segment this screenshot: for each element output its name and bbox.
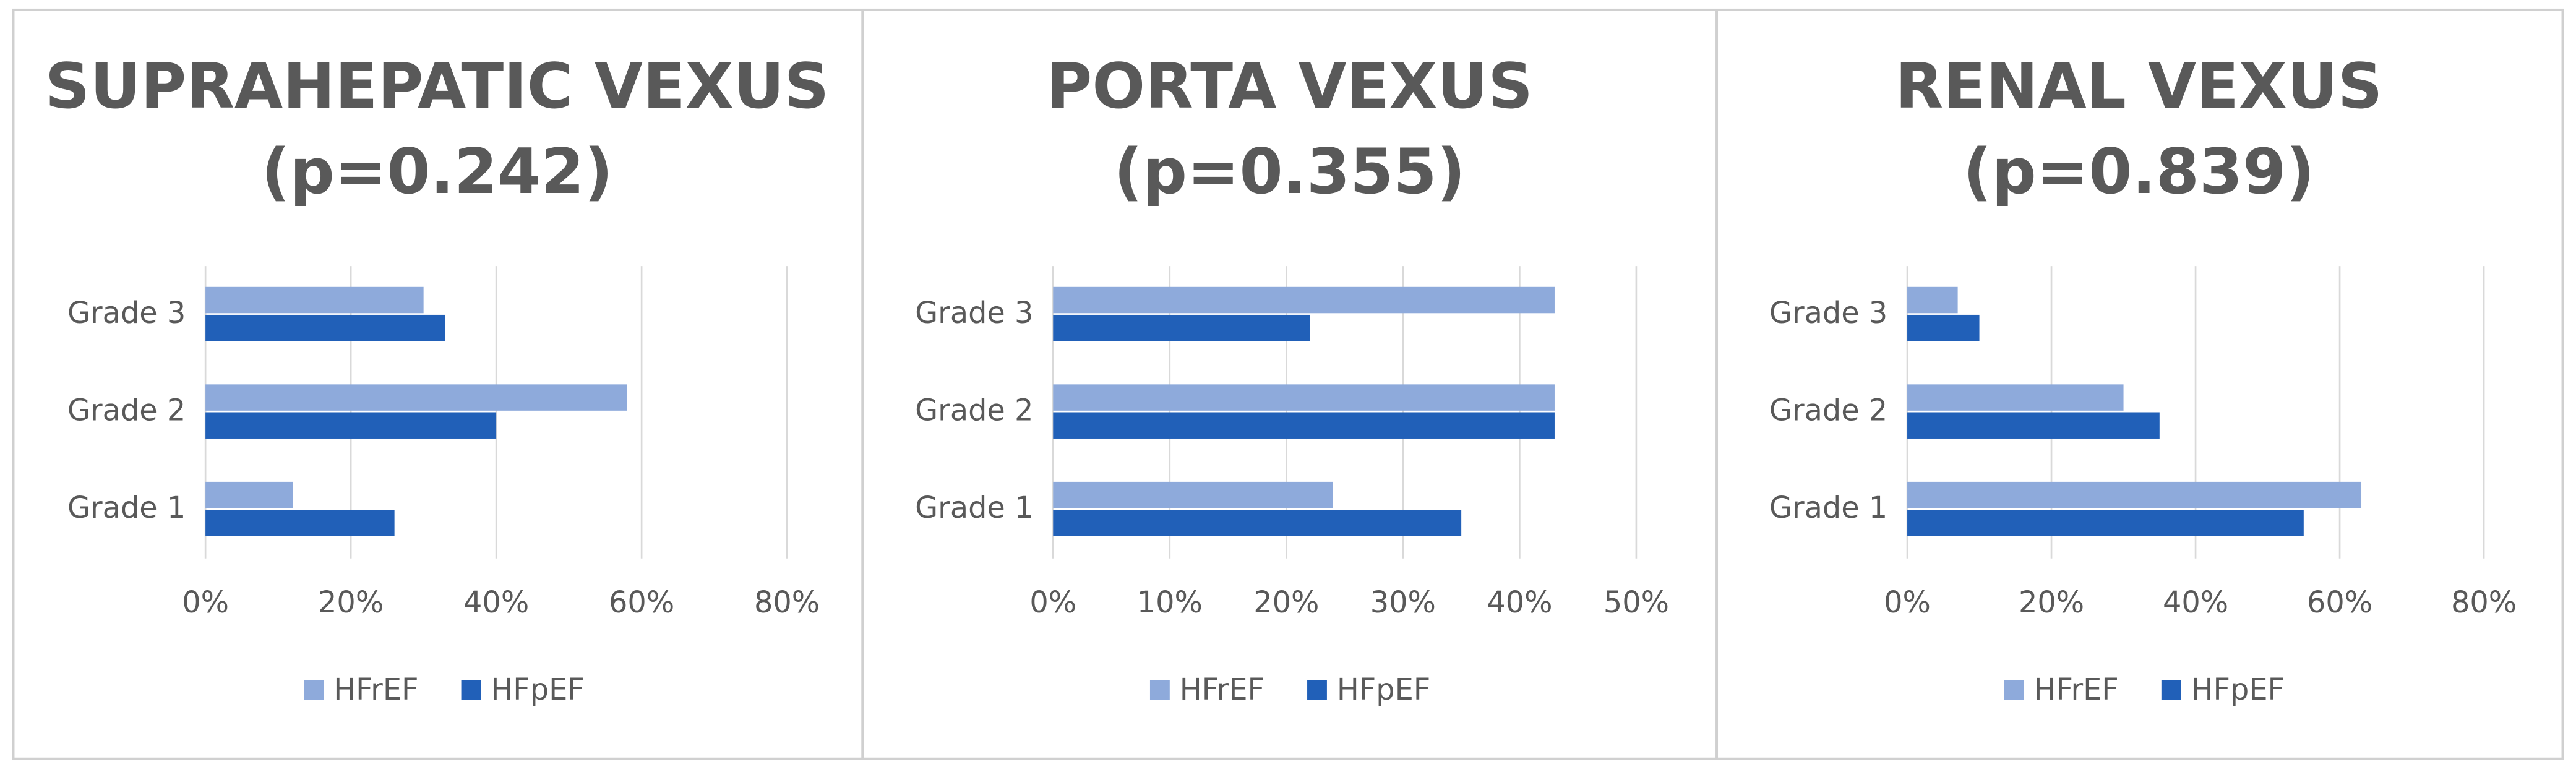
bar	[1053, 412, 1555, 439]
legend-label: HFpEF	[1337, 673, 1430, 707]
x-tick-label: 40%	[463, 586, 529, 620]
legend-swatch	[2161, 680, 2181, 700]
x-tick-label: 10%	[1137, 586, 1203, 620]
bar	[1907, 384, 2124, 411]
category-label: Grade 3	[915, 296, 1033, 330]
chart-title: RENAL VEXUS	[1895, 49, 2382, 122]
bar	[1053, 384, 1555, 411]
category-label: Grade 2	[915, 393, 1033, 427]
x-tick-label: 50%	[1604, 586, 1669, 620]
x-tick-label: 20%	[1253, 586, 1319, 620]
legend-label: HFrEF	[1180, 673, 1264, 707]
bar	[1053, 314, 1310, 341]
bar	[1907, 286, 1958, 314]
x-tick-label: 0%	[1029, 586, 1076, 620]
x-tick-label: 80%	[2451, 586, 2517, 620]
bar	[205, 510, 395, 536]
bar	[205, 481, 293, 508]
legend-swatch	[1307, 680, 1327, 700]
category-label: Grade 1	[915, 491, 1033, 525]
x-tick-label: 80%	[754, 586, 820, 620]
bar	[1053, 286, 1555, 314]
legend-label: HFrEF	[333, 673, 418, 707]
x-tick-label: 0%	[1884, 586, 1931, 620]
legend-label: HFpEF	[2191, 673, 2285, 707]
x-tick-label: 30%	[1370, 586, 1436, 620]
x-tick-label: 40%	[1487, 586, 1552, 620]
bar	[205, 286, 424, 314]
x-tick-label: 60%	[2307, 586, 2372, 620]
category-label: Grade 1	[67, 491, 186, 525]
legend-label: HFpEF	[491, 673, 584, 707]
category-label: Grade 2	[67, 393, 186, 427]
bar	[1907, 314, 1980, 341]
legend-swatch	[304, 680, 324, 700]
category-label: Grade 2	[1769, 393, 1887, 427]
chart-title: PORTA VEXUS	[1046, 49, 1532, 122]
legend-label: HFrEF	[2034, 673, 2119, 707]
bar	[1907, 510, 2304, 536]
bar	[205, 384, 627, 411]
bar	[1907, 481, 2362, 508]
legend-swatch	[1149, 680, 1170, 700]
chart-subtitle: (p=0.355)	[1114, 135, 1466, 208]
chart-subtitle: (p=0.242)	[261, 135, 612, 208]
chart-title: SUPRAHEPATIC VEXUS	[45, 49, 830, 122]
bar	[1053, 481, 1333, 508]
chart-subtitle: (p=0.839)	[1963, 135, 2314, 208]
category-label: Grade 3	[67, 296, 186, 330]
legend-swatch	[2004, 680, 2024, 700]
x-tick-label: 20%	[318, 586, 384, 620]
x-tick-label: 0%	[182, 586, 229, 620]
x-tick-label: 60%	[609, 586, 674, 620]
bar	[1907, 412, 2160, 439]
bar	[205, 314, 445, 341]
category-label: Grade 1	[1769, 491, 1887, 525]
bar	[1053, 510, 1462, 536]
x-tick-label: 40%	[2163, 586, 2228, 620]
x-tick-label: 20%	[2019, 586, 2084, 620]
bar	[205, 412, 497, 439]
category-label: Grade 3	[1769, 296, 1887, 330]
legend-swatch	[461, 680, 481, 700]
